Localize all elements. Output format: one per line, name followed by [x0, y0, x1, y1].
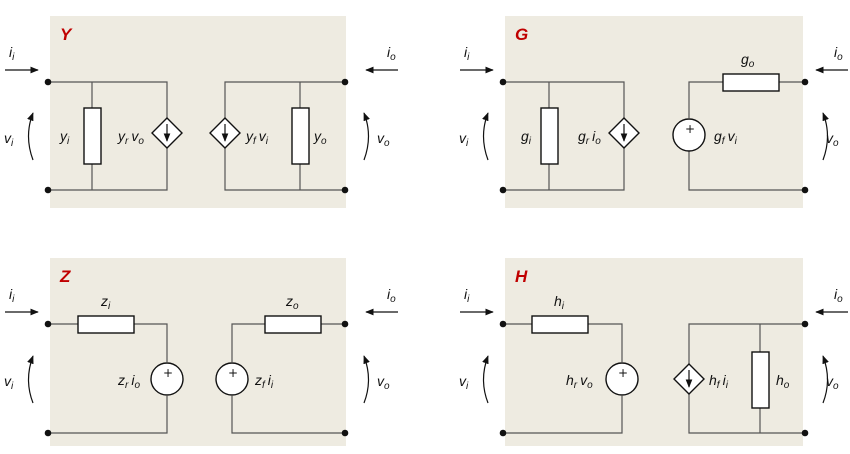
h-output-admittance-resistor: [751, 351, 770, 409]
z-input-impedance-label: zi: [100, 293, 111, 312]
g-input-conductance-label: gi: [521, 128, 532, 147]
y-reverse-dependent-current-source: [151, 117, 183, 149]
z-output-voltage-label: vo: [377, 373, 390, 392]
g-input-terminal-bottom: [499, 186, 507, 194]
y-output-terminal-bottom: [341, 186, 349, 194]
g-output-impedance-resistor: [722, 73, 780, 92]
y-output-voltage-arrow: [363, 112, 370, 161]
g-input-voltage-arrow: [482, 112, 489, 161]
g-input-terminal-top: [499, 78, 507, 86]
h-output-terminal-top: [801, 320, 809, 328]
z-output-impedance-label: zo: [285, 293, 299, 312]
h-reverse-transfer-label: hr vo: [566, 372, 593, 391]
z-parameter-network: Z + + ii io vi vo zi zr io zf ii zo: [4, 258, 398, 446]
h-forward-dependent-current-source: [673, 363, 705, 395]
y-network-title: Y: [60, 25, 73, 44]
y-output-current-label: io: [387, 44, 396, 63]
h-input-current-label: ii: [464, 286, 470, 305]
h-input-impedance-label: hi: [554, 293, 565, 312]
h-input-voltage-label: vi: [459, 373, 469, 392]
g-wires: [503, 81, 805, 191]
y-wires: [48, 81, 345, 191]
g-input-voltage-label: vi: [459, 130, 469, 149]
svg-text:+: +: [163, 366, 173, 380]
y-input-voltage-label: vi: [4, 130, 14, 149]
h-input-voltage-arrow: [482, 355, 489, 404]
g-reverse-transfer-label: gr io: [578, 128, 601, 147]
g-output-impedance-label: go: [741, 51, 755, 70]
z-reverse-transfer-label: zr io: [117, 372, 140, 391]
z-forward-dependent-voltage-source: +: [215, 362, 249, 396]
g-reverse-dependent-current-source: [608, 117, 640, 149]
y-input-voltage-arrow: [27, 112, 34, 161]
z-output-terminal-bottom: [341, 429, 349, 437]
h-output-admittance-label: ho: [776, 372, 790, 391]
h-input-impedance-resistor: [531, 315, 589, 334]
y-input-admittance-label: yi: [59, 128, 70, 147]
y-input-terminal-bottom: [44, 186, 52, 194]
z-wires: [48, 323, 345, 434]
g-forward-transfer-label: gf vi: [714, 128, 738, 147]
y-output-admittance-label: yo: [313, 128, 327, 147]
h-forward-transfer-label: hf ii: [709, 372, 729, 391]
g-output-current-label: io: [834, 44, 843, 63]
y-forward-transfer-label: yf vi: [245, 128, 269, 147]
g-network-title: G: [515, 25, 528, 44]
z-input-terminal-top: [44, 320, 52, 328]
svg-text:+: +: [618, 366, 628, 380]
y-forward-dependent-current-source: [209, 117, 241, 149]
g-output-voltage-arrow: [822, 112, 829, 161]
y-input-admittance-resistor: [83, 107, 102, 165]
y-parameter-network: Y ii io vi vo yi yr vo yf vi yo: [4, 16, 398, 208]
y-reverse-transfer-label: yr vo: [117, 128, 144, 147]
svg-text:+: +: [228, 366, 238, 380]
y-input-terminal-top: [44, 78, 52, 86]
z-reverse-dependent-voltage-source: +: [150, 362, 184, 396]
g-output-voltage-label: vo: [826, 130, 839, 149]
g-output-terminal-top: [801, 78, 809, 86]
h-output-terminal-bottom: [801, 429, 809, 437]
g-parameter-network: G + ii io vi vo gi gr io gf vi go: [459, 16, 848, 208]
h-output-voltage-arrow: [822, 355, 829, 404]
y-output-voltage-label: vo: [377, 130, 390, 149]
h-output-voltage-label: vo: [826, 373, 839, 392]
z-output-terminal-top: [341, 320, 349, 328]
g-input-conductance-resistor: [540, 107, 559, 165]
h-input-terminal-bottom: [499, 429, 507, 437]
h-input-terminal-top: [499, 320, 507, 328]
svg-text:+: +: [685, 122, 695, 136]
z-input-voltage-arrow: [27, 355, 34, 404]
g-output-terminal-bottom: [801, 186, 809, 194]
h-output-current-label: io: [834, 286, 843, 305]
z-forward-transfer-label: zf ii: [254, 372, 274, 391]
z-output-voltage-arrow: [363, 355, 370, 404]
h-wires: [503, 323, 805, 434]
z-input-voltage-label: vi: [4, 373, 14, 392]
z-network-title: Z: [59, 267, 71, 286]
z-input-terminal-bottom: [44, 429, 52, 437]
g-forward-dependent-voltage-source: +: [672, 118, 706, 152]
h-parameter-network: H + ii io vi vo hi hr vo hf ii ho: [459, 258, 848, 446]
h-reverse-dependent-voltage-source: +: [605, 362, 639, 396]
z-output-impedance-resistor: [264, 315, 322, 334]
z-panel-background: [50, 258, 346, 446]
z-output-current-label: io: [387, 286, 396, 305]
y-input-current-label: ii: [9, 44, 15, 63]
h-network-title: H: [515, 267, 528, 286]
y-output-terminal-top: [341, 78, 349, 86]
z-input-current-label: ii: [9, 286, 15, 305]
g-input-current-label: ii: [464, 44, 470, 63]
z-input-impedance-resistor: [77, 315, 135, 334]
y-output-admittance-resistor: [291, 107, 310, 165]
